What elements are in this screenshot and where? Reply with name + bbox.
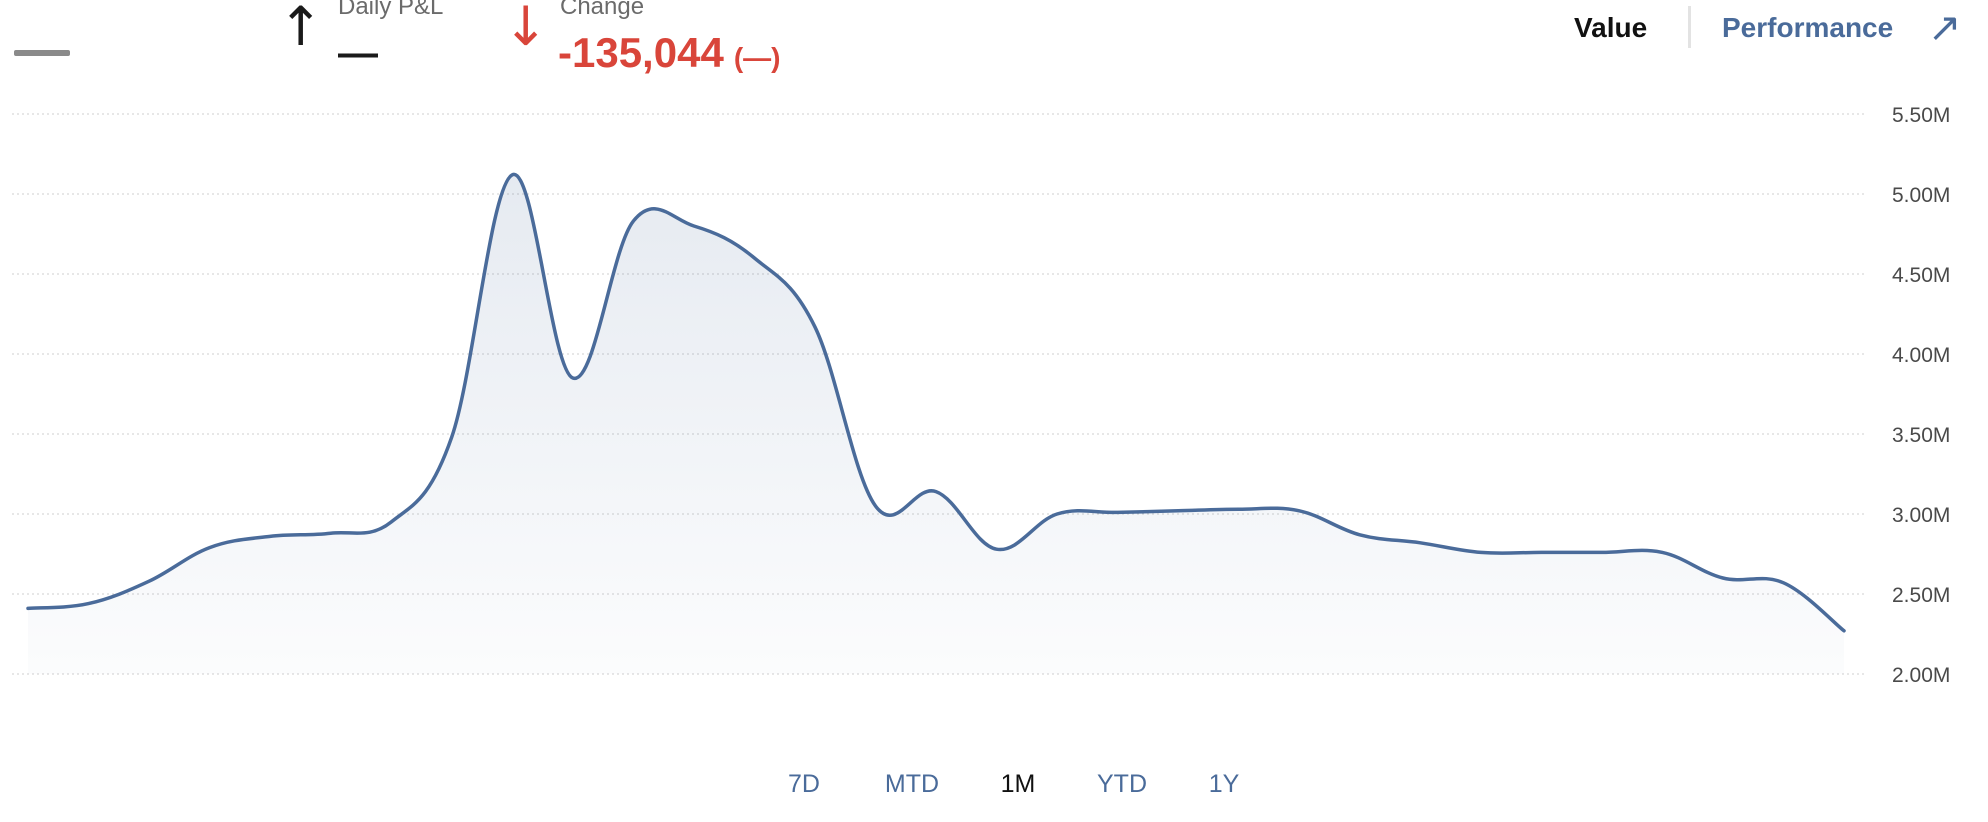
toggle-divider bbox=[1688, 6, 1691, 48]
portfolio-value-chart: 5.50M 5.00M 4.50M 4.00M 3.50M 3.00M 2.50M 2.00M bbox=[12, 104, 1950, 687]
value-tab[interactable]: Value bbox=[1574, 12, 1648, 43]
performance-tab[interactable]: Performance bbox=[1722, 12, 1894, 43]
range-tabs: 7D MTD 1M YTD 1Y bbox=[0, 764, 1988, 804]
range-tab-1y[interactable]: 1Y bbox=[1208, 770, 1240, 798]
range-tab-1m[interactable]: 1M bbox=[1000, 770, 1036, 798]
change-percent: (—) bbox=[733, 42, 781, 73]
y-tick-label: 2.50M bbox=[1892, 584, 1950, 607]
y-tick-label: 5.50M bbox=[1892, 104, 1950, 127]
down-arrow-icon: ↓ bbox=[503, 0, 549, 58]
range-tab-mtd[interactable]: MTD bbox=[884, 770, 940, 798]
range-tab-7d[interactable]: 7D bbox=[788, 770, 820, 798]
daily-pl-value: — bbox=[338, 31, 378, 75]
header: ↑ Daily P&L — ↓ Change -135,044 (—) Value… bbox=[0, 0, 1988, 90]
y-tick-label: 3.50M bbox=[1892, 424, 1950, 447]
y-tick-label: 4.50M bbox=[1892, 264, 1950, 287]
change-value-group: -135,044 (—) bbox=[558, 28, 780, 83]
series-area bbox=[28, 174, 1844, 674]
range-tab-ytd[interactable]: YTD bbox=[1097, 770, 1147, 798]
y-axis-ticks: 5.50M 5.00M 4.50M 4.00M 3.50M 3.00M 2.50M 2.00M bbox=[1892, 104, 1950, 687]
y-tick-label: 5.00M bbox=[1892, 184, 1950, 207]
external-link-arrow-icon[interactable]: ↗ bbox=[1928, 5, 1962, 51]
y-tick-label: 3.00M bbox=[1892, 504, 1950, 527]
change-value: -135,044 bbox=[558, 29, 724, 76]
up-arrow-icon: ↑ bbox=[278, 0, 324, 58]
y-tick-label: 4.00M bbox=[1892, 344, 1950, 367]
series-line bbox=[26, 173, 1846, 633]
y-tick-label: 2.00M bbox=[1892, 664, 1950, 687]
change-label: Change bbox=[560, 0, 645, 20]
primary-value-placeholder bbox=[14, 50, 70, 56]
daily-pl-label: Daily P&L bbox=[338, 0, 444, 20]
